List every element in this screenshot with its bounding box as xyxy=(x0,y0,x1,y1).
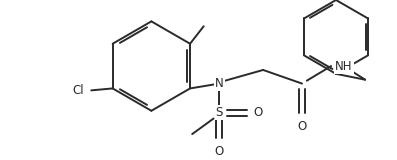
Text: O: O xyxy=(297,120,306,132)
Text: O: O xyxy=(253,106,263,119)
Text: N: N xyxy=(215,77,224,90)
Text: Cl: Cl xyxy=(73,84,85,97)
Text: S: S xyxy=(216,106,223,119)
Text: NH: NH xyxy=(335,60,353,73)
Text: O: O xyxy=(215,145,224,158)
